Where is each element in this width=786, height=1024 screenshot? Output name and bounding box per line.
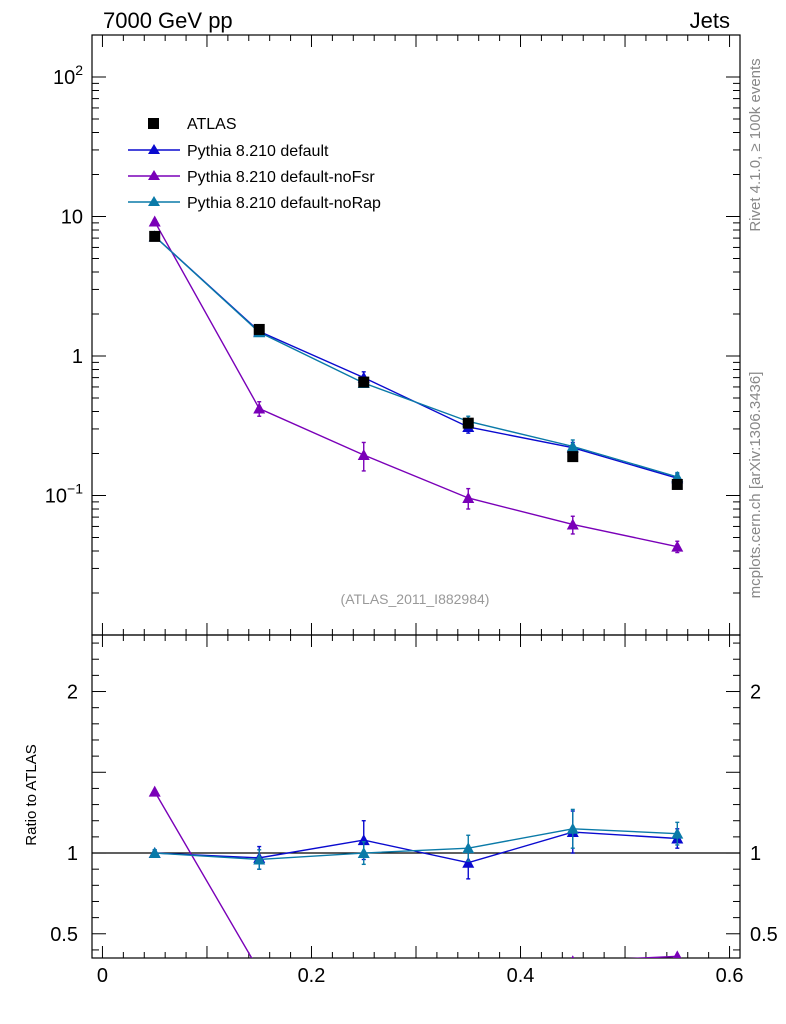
header-energy-label: 7000 GeV pp xyxy=(103,8,233,33)
x-tick-label: 0.2 xyxy=(298,965,326,987)
data-point-pythia-8-210-default-nofsr xyxy=(566,518,579,530)
data-point-atlas xyxy=(253,323,265,335)
legend: ATLAS Pythia 8.210 default Pythia 8.210 … xyxy=(128,116,381,212)
ratio-point-pythia-8-210-default xyxy=(357,834,370,846)
legend-label-norap: Pythia 8.210 default-noRap xyxy=(187,195,381,212)
y-tick-exponent: −1 xyxy=(67,480,83,496)
ratio-series-pythia-8-210-default-norap xyxy=(148,808,684,870)
ratio-point-pythia-8-210-default-norap xyxy=(566,822,579,834)
legend-label-nofsr: Pythia 8.210 default-noFsr xyxy=(187,169,375,186)
ratio-y-tick-label-right: 2 xyxy=(750,682,761,704)
x-tick-label: 0.4 xyxy=(507,965,535,987)
ratio-point-pythia-8-210-default-norap xyxy=(253,853,266,865)
legend-marker-nofsr xyxy=(148,170,160,180)
ratio-point-pythia-8-210-default-norap xyxy=(671,827,684,839)
main-series xyxy=(148,215,684,554)
ratio-y-tick-label-left: 2 xyxy=(67,682,78,704)
analysis-id-label: (ATLAS_2011_I882984) xyxy=(341,591,490,607)
ratio-y-tick-label-right: 1 xyxy=(750,843,761,865)
legend-label-atlas: ATLAS xyxy=(187,116,237,133)
data-point-pythia-8-210-default-nofsr xyxy=(253,402,266,414)
main-y-tick-label: 1 xyxy=(72,346,83,368)
data-point-atlas xyxy=(358,376,370,388)
data-point-pythia-8-210-default-nofsr xyxy=(462,491,475,503)
x-tick-label: 0.6 xyxy=(716,965,744,987)
series-line-pythia-8-210-default-nofsr xyxy=(154,221,678,548)
data-point-atlas xyxy=(462,417,474,429)
ratio-point-pythia-8-210-default-nofsr xyxy=(148,785,161,797)
ratio-y-tick-label-left: 1 xyxy=(67,843,78,865)
ratio-point-pythia-8-210-default-nofsr xyxy=(571,955,575,958)
data-point-pythia-8-210-default-nofsr xyxy=(671,540,684,552)
ratio-y-tick-label-left: 0.5 xyxy=(50,924,78,946)
legend-marker-norap xyxy=(148,196,160,206)
ratio-line-pythia-8-210-default xyxy=(154,831,678,864)
legend-entry-nofsr: Pythia 8.210 default-noFsr xyxy=(128,169,375,186)
ratio-y-axis-ticks: 0.5 0.5 1 1 2 2 xyxy=(50,642,778,951)
rivet-version-label: Rivet 4.1.0, ≥ 100k events xyxy=(747,58,764,231)
legend-entry-default: Pythia 8.210 default xyxy=(128,143,329,160)
ratio-point-pythia-8-210-default-norap xyxy=(357,847,370,859)
series-atlas xyxy=(149,230,683,490)
data-point-atlas xyxy=(671,478,683,490)
ratio-series-pythia-8-210-default-nofsr xyxy=(148,785,682,958)
data-point-pythia-8-210-default-nofsr xyxy=(148,215,161,227)
ratio-line-pythia-8-210-default-norap xyxy=(154,828,678,861)
header-category-label: Jets xyxy=(690,8,730,33)
ratio-y-tick-label-right: 0.5 xyxy=(750,924,778,946)
legend-label-default: Pythia 8.210 default xyxy=(187,143,329,160)
ratio-series xyxy=(148,785,684,958)
main-y-tick-label: 102 xyxy=(53,62,83,89)
ratio-point-pythia-8-210-default-nofsr xyxy=(673,950,682,958)
x-tick-label: 0 xyxy=(97,965,108,987)
y-tick-base: 10 xyxy=(53,67,75,89)
y-tick-base: 10 xyxy=(45,485,67,507)
y-tick-exponent: 2 xyxy=(75,62,83,78)
ratio-point-pythia-8-210-default xyxy=(462,856,475,868)
main-y-tick-label: 10 xyxy=(61,206,83,228)
legend-marker-default xyxy=(148,144,160,154)
ratio-point-pythia-8-210-default-norap xyxy=(462,842,475,854)
series-line-pythia-8-210-default-norap xyxy=(154,235,678,478)
data-point-atlas xyxy=(567,451,579,463)
legend-marker-atlas xyxy=(148,118,159,129)
data-point-pythia-8-210-default-norap xyxy=(566,440,579,452)
ratio-point-pythia-8-210-default-norap xyxy=(148,847,161,859)
data-point-pythia-8-210-default-nofsr xyxy=(357,449,370,461)
legend-entry-atlas: ATLAS xyxy=(148,116,237,133)
x-axis-ticks: 0 0.2 0.4 0.6 xyxy=(97,35,744,987)
main-y-tick-label: 10−1 xyxy=(45,480,83,507)
ratio-ylabel: Ratio to ATLAS xyxy=(23,744,40,845)
legend-entry-norap: Pythia 8.210 default-noRap xyxy=(128,195,381,212)
ratio-line-pythia-8-210-default-nofsr xyxy=(154,791,678,958)
data-point-atlas xyxy=(149,230,161,242)
series-pythia-8-210-default-nofsr xyxy=(148,215,684,554)
mcplots-source-label: mcplots.cern.ch [arXiv:1306.3436] xyxy=(747,372,764,599)
